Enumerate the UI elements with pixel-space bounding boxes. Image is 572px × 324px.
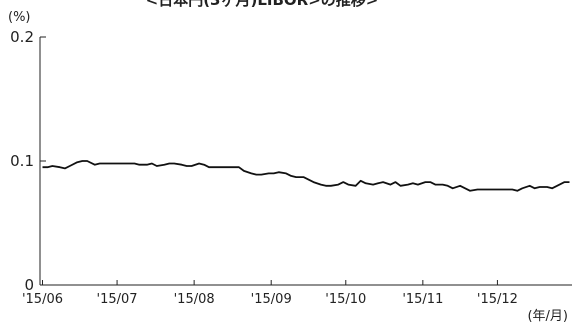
y-axis-ticks: 0 0.1 0.2 bbox=[10, 28, 46, 294]
x-tick-label: '15/06 bbox=[22, 292, 63, 307]
series-line bbox=[42, 160, 570, 192]
y-tick-label: 0 bbox=[24, 276, 34, 294]
x-tick-label: '15/12 bbox=[477, 292, 518, 307]
x-axis-ticks: '15/06 '15/07 '15/08 '15/09 '15/10 '15/11 '15/… bbox=[22, 280, 518, 307]
x-tick-label: '15/07 bbox=[97, 292, 138, 307]
x-tick-label: '15/08 bbox=[174, 292, 215, 307]
x-tick-label: '15/09 bbox=[251, 292, 292, 307]
x-axis-unit-label: (年/月) bbox=[527, 309, 568, 324]
x-tick-label: '15/11 bbox=[402, 292, 443, 307]
x-tick-label: '15/10 bbox=[325, 292, 366, 307]
y-tick-label: 0.2 bbox=[10, 28, 34, 46]
y-tick-label: 0.1 bbox=[10, 152, 34, 170]
y-axis-unit-label: (%) bbox=[8, 10, 31, 25]
chart-title: <日本円(3ヶ月)LIBOR>の推移> bbox=[146, 0, 379, 9]
